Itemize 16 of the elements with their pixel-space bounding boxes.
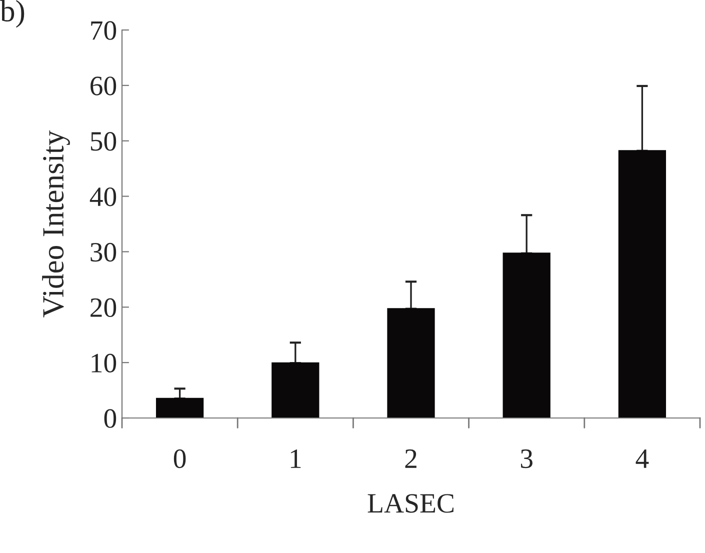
x-tick-label: 0: [174, 449, 186, 468]
text: b): [0, 0, 24, 28]
y-tick-label: 60: [90, 76, 116, 96]
y-tick-label: 20: [90, 298, 116, 318]
y-tick-label: 0: [104, 409, 116, 428]
y-tick-label: 70: [91, 21, 116, 40]
x-tick-label: 1: [290, 449, 301, 468]
y-axis-title: Video Intensity: [42, 130, 70, 318]
y-tick-label: 50: [90, 132, 116, 151]
x-axis-title: LASEC: [368, 494, 454, 513]
x-tick-label: 3: [520, 449, 532, 468]
y-tick-label: 40: [90, 187, 116, 206]
y-tick-label: 30: [90, 242, 116, 262]
y-tick-label: 10: [92, 354, 116, 372]
x-tick-label: 4: [636, 450, 649, 468]
x-tick-label: 2: [405, 449, 416, 468]
